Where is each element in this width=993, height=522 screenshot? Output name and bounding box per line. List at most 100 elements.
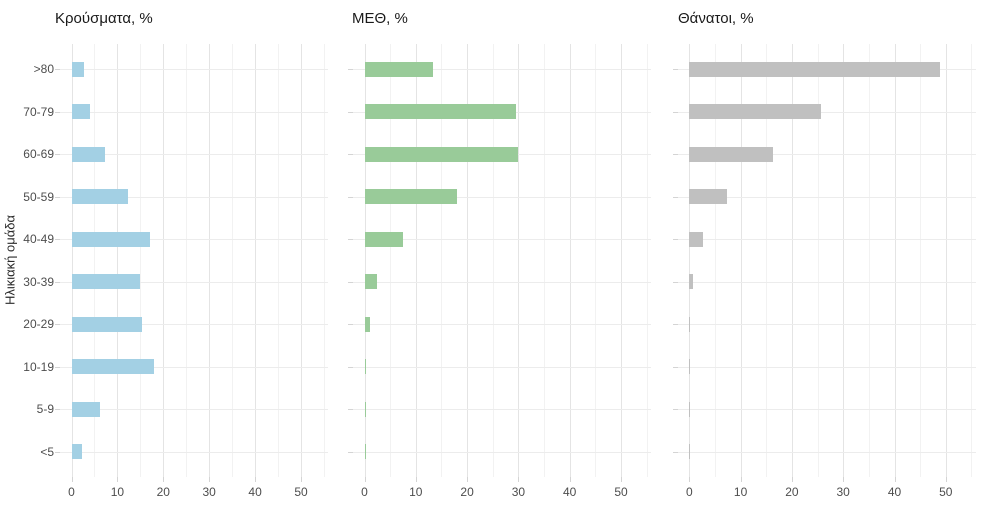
chart-title-cases: Κρούσματα, % xyxy=(55,10,153,27)
x-tick-label: 0 xyxy=(361,485,368,499)
h-gridline xyxy=(677,154,976,155)
h-gridline xyxy=(353,281,651,283)
h-gridline xyxy=(677,409,976,410)
v-gridline-major xyxy=(163,43,165,477)
x-tick-label: 10 xyxy=(110,485,125,499)
y-tick xyxy=(55,239,60,240)
x-tick xyxy=(415,477,417,482)
x-tick-label: 20 xyxy=(156,485,170,499)
y-tick xyxy=(672,239,678,240)
h-gridline xyxy=(353,196,651,198)
x-tick xyxy=(621,477,622,482)
v-gridline-minor xyxy=(186,43,188,477)
y-tick xyxy=(672,451,678,453)
bar-40-49 xyxy=(71,231,150,247)
x-tick-label: 40 xyxy=(887,485,902,499)
y-tick xyxy=(672,69,678,70)
x-tick xyxy=(518,477,520,482)
x-tick xyxy=(209,477,211,482)
v-gridline-minor xyxy=(94,43,96,477)
y-axis-label-40-49: 40-49 xyxy=(23,232,54,246)
h-gridline xyxy=(677,239,976,240)
v-gridline-minor xyxy=(868,43,870,477)
chart-title-deaths: Θάνατοι, % xyxy=(678,10,754,27)
v-gridline-minor xyxy=(441,43,443,477)
y-tick xyxy=(672,196,678,198)
v-gridline-major xyxy=(569,43,571,477)
h-gridline xyxy=(60,154,328,155)
v-gridline-major xyxy=(209,43,211,477)
y-axis-label-30-39: 30-39 xyxy=(23,274,54,289)
y-tick xyxy=(55,196,60,198)
v-gridline-major xyxy=(518,43,520,477)
bar->80 xyxy=(71,61,85,77)
y-tick xyxy=(348,281,353,283)
v-gridline-major xyxy=(255,43,257,477)
x-tick xyxy=(71,477,73,482)
x-tick-label: 20 xyxy=(460,485,474,499)
v-gridline-minor xyxy=(492,43,494,477)
bar-20-29 xyxy=(364,316,370,332)
y-tick xyxy=(348,69,353,70)
x-tick-label: 30 xyxy=(836,485,850,499)
h-gridline xyxy=(677,281,976,283)
chart-title-icu: ΜΕΘ, % xyxy=(352,10,408,27)
x-tick xyxy=(740,477,742,482)
h-gridline xyxy=(60,111,328,113)
x-tick-label: 50 xyxy=(294,485,308,499)
h-gridline xyxy=(60,324,328,325)
h-gridline xyxy=(60,69,328,70)
v-gridline-major xyxy=(364,43,366,477)
v-gridline-minor xyxy=(766,43,768,477)
y-tick xyxy=(348,409,353,410)
y-tick xyxy=(348,366,353,368)
bar-50-59 xyxy=(71,189,129,204)
v-gridline-minor xyxy=(232,43,234,477)
y-axis-label-20-29: 20-29 xyxy=(23,317,54,331)
x-tick xyxy=(689,477,691,482)
h-gridline xyxy=(60,409,328,410)
x-tick xyxy=(791,477,793,482)
bar-10-19 xyxy=(689,359,691,374)
v-gridline-major xyxy=(71,43,73,477)
h-gridline xyxy=(677,196,976,198)
y-axis-label-70-79: 70-79 xyxy=(23,104,54,119)
bar-5-9 xyxy=(364,401,366,417)
bar-70-79 xyxy=(689,104,822,119)
v-gridline-major xyxy=(621,43,622,477)
bar-30-39 xyxy=(364,274,377,289)
y-tick xyxy=(348,324,353,325)
y-axis-label-5-9: 5-9 xyxy=(36,402,54,416)
v-gridline-major xyxy=(467,43,469,477)
h-gridline xyxy=(353,451,651,453)
y-tick xyxy=(55,281,60,283)
bar-70-79 xyxy=(364,104,516,119)
h-gridline xyxy=(677,451,976,453)
x-tick-label: 40 xyxy=(563,485,577,499)
v-gridline-minor xyxy=(140,43,142,477)
bar-50-59 xyxy=(689,189,727,204)
v-gridline-major xyxy=(415,43,417,477)
x-tick-label: 10 xyxy=(409,485,423,499)
x-tick-label: 40 xyxy=(248,485,262,499)
x-tick xyxy=(364,477,366,482)
y-axis-title: Ηλικιακή ομάδα xyxy=(2,214,18,306)
x-tick xyxy=(301,477,302,482)
y-tick xyxy=(348,111,353,113)
bar-<5 xyxy=(364,444,366,459)
v-gridline-major xyxy=(843,43,845,477)
x-tick-label: 20 xyxy=(785,485,799,499)
bar-30-39 xyxy=(71,274,141,289)
bar-<5 xyxy=(689,444,691,459)
v-gridline-major xyxy=(740,43,742,477)
h-gridline xyxy=(677,111,976,113)
bar-60-69 xyxy=(71,146,105,162)
v-gridline-major xyxy=(117,43,119,477)
x-tick xyxy=(467,477,469,482)
bar-70-79 xyxy=(71,104,91,119)
bar-30-39 xyxy=(689,274,694,289)
h-gridline xyxy=(353,239,651,240)
x-tick-label: 10 xyxy=(733,485,748,499)
y-tick xyxy=(348,451,353,453)
bar->80 xyxy=(689,61,940,77)
